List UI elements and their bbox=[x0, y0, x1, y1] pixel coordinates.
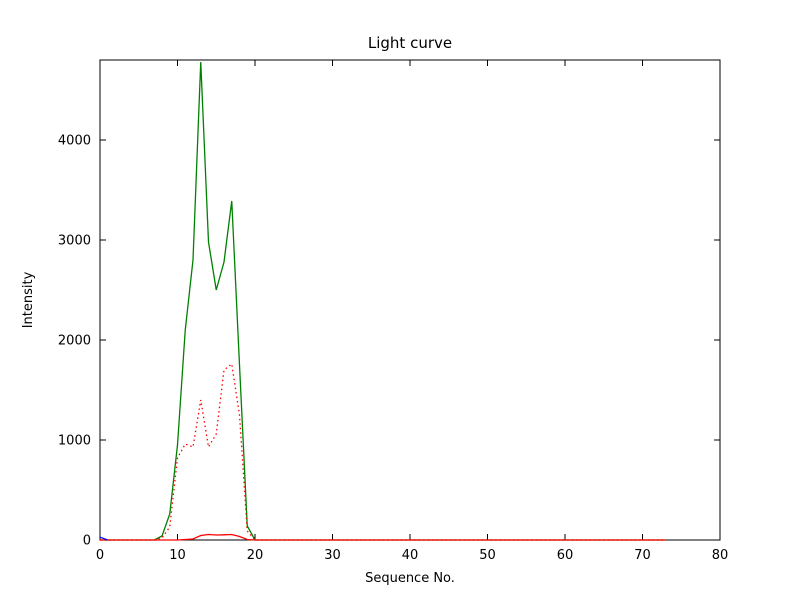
x-tick-label: 60 bbox=[557, 548, 574, 563]
x-tick-label: 30 bbox=[324, 548, 341, 563]
x-tick-label: 70 bbox=[634, 548, 651, 563]
x-tick-label: 10 bbox=[169, 548, 186, 563]
x-tick-label: 80 bbox=[712, 548, 729, 563]
x-tick-label: 40 bbox=[402, 548, 419, 563]
x-tick-label: 20 bbox=[247, 548, 264, 563]
plot-content: 0 10 20 30 40 50 60 70 80 0 1000 2000 3000 4000 bbox=[58, 60, 728, 563]
series-green-solid-line bbox=[100, 61, 666, 541]
series-red-solid-line bbox=[100, 533, 666, 541]
plot-frame bbox=[99, 59, 721, 541]
y-axis-label: Intensity bbox=[21, 271, 36, 328]
y-tick-label: 1000 bbox=[58, 434, 91, 449]
chart-title: Light curve bbox=[368, 34, 452, 52]
y-tick-label: 2000 bbox=[58, 334, 91, 349]
y-tick-label: 4000 bbox=[58, 134, 91, 149]
y-tick-label: 3000 bbox=[58, 234, 91, 249]
series-red-dotted-line bbox=[100, 362, 666, 541]
x-axis-label: Sequence No. bbox=[365, 571, 455, 586]
y-tick-label: 0 bbox=[83, 534, 91, 549]
x-tick-label: 50 bbox=[479, 548, 496, 563]
series-blue-solid-line bbox=[99, 536, 108, 541]
x-tick-label: 0 bbox=[96, 548, 104, 563]
